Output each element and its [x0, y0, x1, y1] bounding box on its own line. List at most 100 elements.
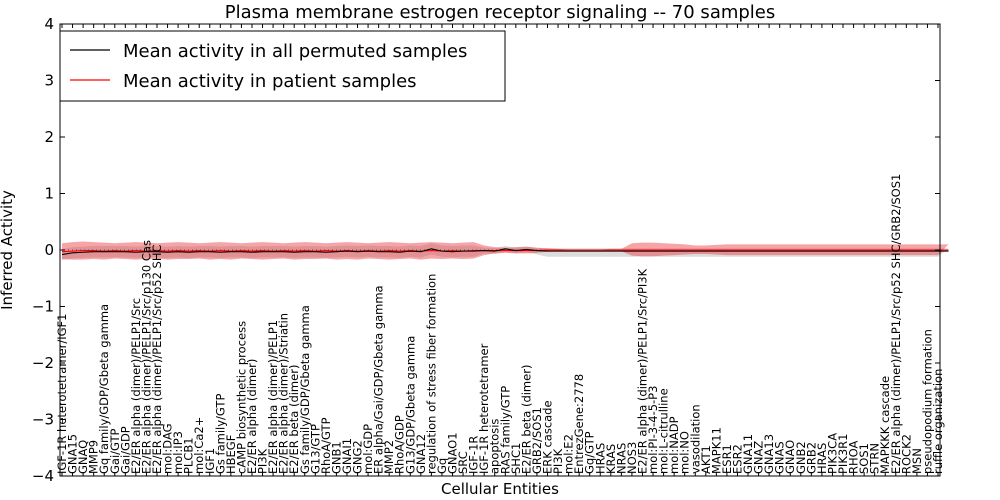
- x-tick-label: E2/ER alpha (dimer)/PELP1/Src/p52 SHC/GR…: [889, 174, 903, 474]
- x-tick-label: Gai/GTP: [108, 428, 122, 474]
- x-tick-label: GNAS: [773, 441, 787, 474]
- legend-label-patient: Mean activity in patient samples: [123, 71, 417, 92]
- y-tick-label: −1: [32, 298, 54, 316]
- x-tick-label: MMP2: [382, 440, 396, 474]
- x-tick-label: vasodilation: [688, 404, 702, 474]
- series-lines: [61, 248, 949, 256]
- x-tick-label: ESR2: [730, 444, 744, 474]
- x-tick-label: mol:PI-3-4-5-P3: [646, 386, 660, 474]
- legend-frame: [59, 30, 506, 102]
- band-permuted: [62, 243, 949, 261]
- x-tick-label: IGF-1R heterotetramer: [477, 343, 491, 474]
- x-tick-label: GNA15: [66, 434, 80, 474]
- x-tick-label: pseudopodium formation: [920, 329, 934, 474]
- x-tick-label: MAPKKK cascade: [878, 376, 892, 474]
- x-tick-label: apoptosis: [488, 419, 502, 474]
- x-tick-label: MMP9: [87, 440, 101, 474]
- x-ticks: [61, 24, 939, 476]
- x-tick-label: SHC1: [509, 443, 523, 474]
- x-tick-label: IGF-1R heterotetramer/IGF1: [55, 314, 69, 474]
- y-axis: −4 −3 −2 −1 0 1 2 3 4: [32, 15, 940, 485]
- x-tick-label: HBEGF: [224, 435, 238, 474]
- x-tick-label: AKT1: [699, 445, 713, 474]
- x-tick-label: PIK3CA: [825, 433, 839, 474]
- x-tick-label: Gs family/GTP: [213, 394, 227, 474]
- x-tick-label: GNAO: [783, 440, 797, 474]
- legend-label-permuted: Mean activity in all permuted samples: [123, 41, 467, 62]
- x-tick-label: Gai/GDP: [118, 426, 132, 474]
- x-tick-label: mol:E2: [562, 434, 576, 474]
- y-tick-label: −4: [32, 467, 54, 485]
- x-tick-label: mol:GDP: [361, 424, 375, 474]
- x-tick-label: KRAS: [604, 444, 618, 474]
- x-tick-label: mol:Ca2+: [192, 417, 206, 474]
- x-tick-label: GNG2: [351, 440, 365, 474]
- x-tick-label: GNAI1: [340, 438, 354, 474]
- x-tick-label: Gq/GTP: [583, 431, 597, 474]
- x-tick-label: regulation of stress fiber formation: [424, 274, 438, 474]
- x-tick-label: GNA13: [762, 434, 776, 474]
- x-tick-label: GNB2: [794, 441, 808, 474]
- x-tick-label: E2/ER alpha (dimer)/PELP1/Src/p52 SHC: [150, 244, 164, 474]
- x-tick-label: G13/GTP: [308, 424, 322, 474]
- x-tick-label: SRC: [456, 451, 470, 474]
- x-tick-label: EntrezGene:2778: [572, 374, 586, 474]
- x-tick-label: PIK3R1: [836, 434, 850, 475]
- x-tick-label: PLCB1: [182, 437, 196, 474]
- x-tick-label: mol:L-citrulline: [657, 388, 671, 474]
- x-tick-label: RhoA/GDP: [393, 415, 407, 474]
- x-tick-label: RhoA/GTP: [319, 417, 333, 474]
- y-tick-label: −3: [32, 411, 54, 429]
- x-tick-label: mol:NO: [678, 431, 692, 474]
- x-tick-label: mol:NADP: [667, 416, 681, 474]
- x-tick-label: mol:DAG: [161, 423, 175, 474]
- x-tick-label: GNA12: [414, 434, 428, 474]
- x-tick-label: GNAO1: [446, 432, 460, 474]
- x-tick-label: cAMP biosynthetic process: [234, 321, 248, 474]
- x-tick-label: GNB1: [329, 441, 343, 474]
- x-tick-label: GRB2/SOS1: [530, 407, 544, 474]
- series-line-permuted: [61, 248, 949, 256]
- x-tick-label: GNAZ: [752, 441, 766, 474]
- x-tick-label: Gq family/GDP/Gbeta gamma: [97, 304, 111, 474]
- x-tick-label: IGF1: [203, 448, 217, 474]
- x-tick-label: ERK cascade: [540, 400, 554, 474]
- x-axis-label: Cellular Entities: [441, 480, 559, 498]
- x-tick-label: RAS family/GTP: [498, 386, 512, 474]
- chart-title: Plasma membrane estrogen receptor signal…: [225, 2, 776, 23]
- x-tick-labels: IGF-1R heterotetramer/IGF1GNA15GNAQMMP9G…: [55, 174, 945, 474]
- x-tick-label: E2/ER alpha (dimer)/PELP1/Src: [129, 298, 143, 474]
- x-tick-label: E2/ER alpha (dimer): [245, 359, 259, 474]
- x-tick-label: ruffle organization: [931, 369, 945, 474]
- x-tick-label: ESR1: [720, 444, 734, 474]
- x-tick-label: NRAS: [614, 443, 628, 474]
- x-tick-label: Gs family/GDP/Gbeta gamma: [298, 305, 312, 474]
- x-tick-label: GRB2: [804, 442, 818, 474]
- x-tick-label: NOS3: [625, 442, 639, 474]
- x-tick-label: HRAS: [593, 443, 607, 474]
- y-tick-label: 3: [44, 72, 54, 90]
- x-tick-label: E2/ER alpha (dimer)/Striatin: [277, 313, 291, 474]
- series-line-patient: [61, 249, 949, 253]
- x-tick-label: Gq: [435, 458, 449, 474]
- x-tick-label: GNAQ: [76, 440, 90, 474]
- x-tick-label: MSN: [910, 448, 924, 474]
- x-tick-label: ER alpha/Gai/GDP/Gbeta gamma: [372, 285, 386, 474]
- x-tick-label: ROCK2: [899, 434, 913, 474]
- legend: Mean activity in all permuted samples Me…: [59, 30, 506, 102]
- x-tick-label: G13/GDP/Gbeta gamma: [403, 336, 417, 474]
- x-tick-label: E2/ER alpha (dimer)/PELP1/Src/PI3K: [635, 268, 649, 474]
- y-tick-label: 1: [44, 185, 54, 203]
- y-tick-label: 2: [44, 128, 54, 146]
- x-tick-label: E2/ER alpha (dimer)/PELP1: [266, 320, 280, 474]
- y-tick-label: −2: [32, 354, 54, 372]
- x-tick-label: E2/ER beta (dimer): [519, 365, 533, 474]
- x-tick-label: mol:IP3: [171, 431, 185, 474]
- x-tick-label: STRN: [868, 443, 882, 474]
- x-tick-label: HRAS: [815, 443, 829, 474]
- y-axis-label: Inferred Activity: [0, 190, 16, 310]
- x-tick-label: RHOA: [847, 441, 861, 474]
- x-tick-label: E2/ER beta (dimer): [287, 365, 301, 474]
- y-tick-label: 4: [44, 15, 54, 33]
